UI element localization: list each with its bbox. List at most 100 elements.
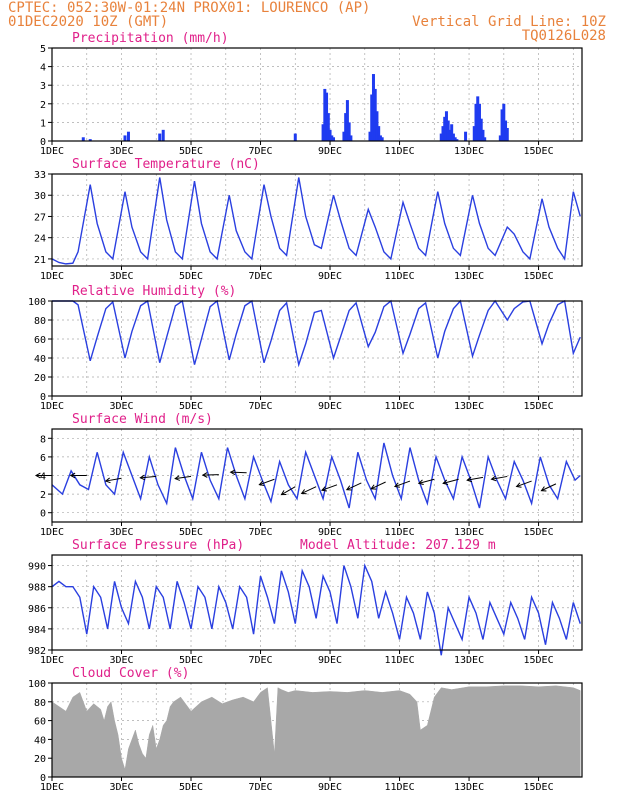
precip-bar: [373, 88, 377, 141]
precip-bar: [472, 126, 476, 141]
wind-arrow-head: [258, 480, 265, 486]
y-tick-label: 0: [40, 392, 46, 403]
wind-arrow: [105, 477, 122, 482]
y-tick-label: 5: [40, 44, 46, 55]
panel-title: Relative Humidity (%): [72, 284, 236, 299]
y-tick-label: 20: [34, 754, 46, 765]
precip-bar: [450, 124, 454, 141]
precip-bar: [332, 137, 336, 141]
y-tick-label: 33: [34, 170, 46, 181]
x-tick-label: 5DEC: [179, 146, 203, 157]
header-line-1: CPTEC: 052:30W-01:24N PROX01: LOURENCO (…: [8, 0, 370, 16]
cloud-cover-area: [51, 685, 581, 778]
y-tick-label: 0: [40, 773, 46, 784]
precip-bar: [349, 135, 353, 141]
x-tick-label: 3DEC: [109, 655, 133, 666]
precip-bar: [378, 135, 382, 141]
x-tick-label: 9DEC: [318, 782, 342, 793]
wind-arrow-head: [540, 486, 547, 492]
y-tick-label: 24: [34, 234, 46, 245]
y-tick-label: 986: [28, 604, 46, 615]
precip-bar: [326, 113, 330, 141]
precip-bar: [325, 92, 329, 141]
x-tick-label: 5DEC: [179, 527, 203, 538]
x-tick-label: 7DEC: [248, 271, 272, 282]
precip-bar: [158, 133, 162, 141]
x-tick-label: 3DEC: [109, 527, 133, 538]
precip-bar: [476, 96, 480, 141]
wind-arrow: [443, 478, 459, 484]
wind-arrow: [230, 471, 247, 474]
panel-4: 0 2 4 6 8 1DEC 3DEC 5DEC 7DEC 9DEC 11DEC 13DEC 15DEC…: [34, 412, 583, 538]
precip-bar: [441, 126, 445, 141]
wind-arrow-head: [393, 482, 400, 488]
precip-bar: [371, 74, 375, 141]
x-tick-label: 1DEC: [40, 655, 64, 666]
precip-bar: [464, 131, 468, 141]
wind-arrow-head: [174, 475, 181, 481]
panel-title: Cloud Cover (%): [72, 666, 189, 681]
precip-bar: [345, 100, 349, 141]
y-tick-label: 982: [28, 646, 46, 657]
x-tick-label: 9DEC: [318, 401, 342, 412]
x-tick-label: 7DEC: [248, 782, 272, 793]
precip-bar: [481, 129, 485, 141]
y-tick-label: 3: [40, 81, 46, 92]
x-tick-label: 11DEC: [384, 655, 414, 666]
precip-bar: [498, 135, 502, 141]
y-tick-label: 6: [40, 453, 46, 464]
panel-title: Surface Wind (m/s): [72, 412, 213, 427]
x-tick-label: 5DEC: [179, 782, 203, 793]
y-tick-label: 40: [34, 354, 46, 365]
x-tick-label: 1DEC: [40, 271, 64, 282]
wind-arrow: [321, 484, 338, 491]
wind-arrow: [418, 478, 435, 484]
panel-3: 0 20 40 60 80 100 1DEC 3DEC 5DEC 7DEC 9DEC 11DEC 13D…: [28, 284, 583, 412]
header-run-time: 01DEC2020 10Z (GMT): [8, 14, 168, 30]
panel-frame: [51, 47, 583, 142]
y-tick-label: 60: [34, 717, 46, 728]
y-tick-label: 988: [28, 583, 46, 594]
wind-arrow: [370, 481, 386, 490]
x-tick-label: 13DEC: [454, 527, 484, 538]
wind-arrow-head: [442, 479, 449, 486]
precip-bar: [375, 111, 379, 141]
x-tick-label: 7DEC: [248, 146, 272, 157]
y-tick-label: 0: [40, 509, 46, 520]
precip-bar: [380, 137, 384, 141]
y-tick-label: 2: [40, 100, 46, 111]
x-tick-label: 13DEC: [454, 782, 484, 793]
header-model-code: TQ0126L028: [522, 28, 606, 44]
y-tick-label: 1: [40, 118, 46, 129]
panel-1: 0 1 2 3 4 5 1DEC 3DEC 5DEC 7DEC 9DEC 11DEC 13DEC 15DE…: [40, 31, 583, 157]
wind-arrow-head: [417, 479, 424, 486]
precip-bar: [293, 133, 297, 141]
wind-arrow-head: [280, 490, 287, 496]
panel-5: 982 984 986 988 990 1DEC 3DEC 5DEC 7DEC 9DEC 11DEC…: [28, 538, 583, 666]
precip-bar: [474, 103, 478, 141]
x-tick-label: 3DEC: [109, 782, 133, 793]
x-tick-label: 9DEC: [318, 655, 342, 666]
x-tick-label: 11DEC: [384, 527, 414, 538]
x-tick-label: 9DEC: [318, 271, 342, 282]
wind-arrow-head: [300, 489, 307, 495]
y-tick-label: 100: [28, 297, 46, 308]
x-tick-label: 1DEC: [40, 146, 64, 157]
panel-6: 0 20 40 60 80 100 1DEC 3DEC 5DEC 7DEC 9DEC 11DEC 13D…: [28, 666, 583, 793]
wind-arrow: [175, 475, 192, 480]
y-tick-label: 2: [40, 490, 46, 501]
precip-bar: [505, 127, 509, 141]
x-tick-label: 15DEC: [524, 655, 554, 666]
precip-bar: [500, 109, 504, 141]
precip-bar: [342, 131, 346, 141]
precip-bar: [330, 135, 334, 141]
wind-arrow: [491, 475, 508, 480]
precip-bar: [479, 118, 483, 141]
wind-arrow: [301, 486, 317, 494]
series-line: [51, 177, 581, 265]
panel-subtitle: Model Altitude: 207.129 m: [300, 538, 496, 553]
x-tick-label: 15DEC: [524, 782, 554, 793]
y-tick-label: 20: [34, 373, 46, 384]
x-tick-label: 15DEC: [524, 146, 554, 157]
